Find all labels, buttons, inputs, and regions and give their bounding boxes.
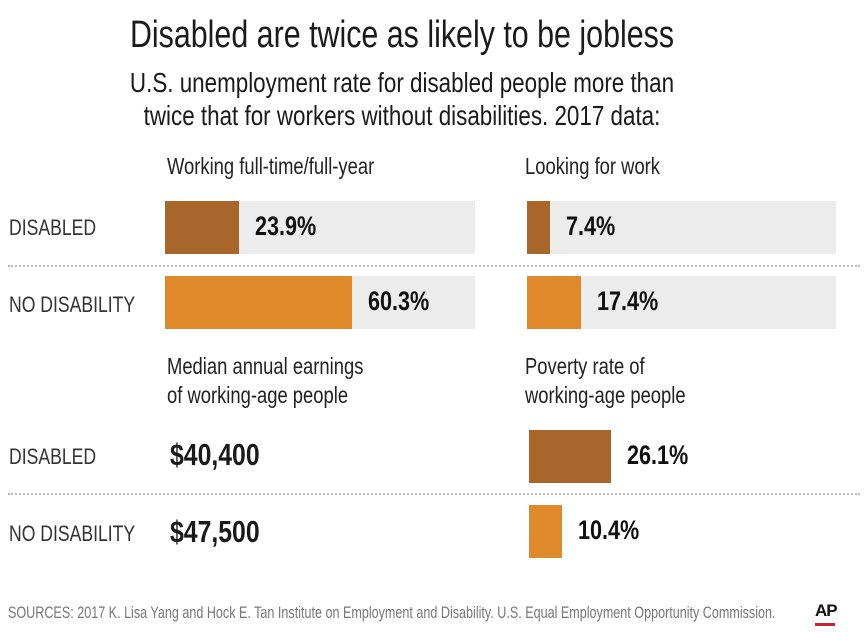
bar-disabled: [165, 201, 240, 254]
panel-title-median-earnings: Median annual earnings of working-age pe…: [167, 353, 364, 408]
chart-subtitle: U.S. unemployment rate for disabled peop…: [129, 67, 675, 131]
bar-track: [527, 201, 836, 254]
bar-value-label: 10.4%: [577, 515, 639, 545]
bar-value-label: 26.1%: [626, 440, 689, 470]
panel-title-full-time: Working full-time/full-year: [167, 153, 375, 179]
panel-title-looking-for-work: Looking for work: [525, 153, 660, 179]
earnings-no-disability: $47,500: [170, 514, 260, 549]
row-label-no-disability: NO DISABILITY: [9, 521, 136, 546]
bar-value-label: 60.3%: [367, 286, 430, 316]
panel-title-poverty-rate: Poverty rate of working-age people: [525, 353, 686, 408]
earnings-disabled: $40,400: [170, 437, 260, 472]
ap-logo: AP: [815, 601, 838, 620]
bar-disabled: [527, 201, 550, 254]
bar-value-label: 23.9%: [255, 211, 317, 241]
bar-value-label: 7.4%: [565, 211, 616, 241]
bar-no-disability: [529, 505, 562, 558]
row-label-no-disability: NO DISABILITY: [9, 292, 136, 317]
row-label-disabled: DISABLED: [9, 215, 97, 240]
bar-no-disability: [527, 276, 581, 329]
bar-disabled: [529, 430, 611, 483]
source-note: SOURCES: 2017 K. Lisa Yang and Hock E. T…: [8, 603, 776, 622]
bar-value-label: 17.4%: [596, 286, 659, 316]
row-separator: [8, 493, 860, 495]
chart-title: Disabled are twice as likely to be joble…: [129, 14, 675, 56]
row-label-disabled: DISABLED: [9, 444, 97, 469]
row-separator: [8, 265, 860, 267]
ap-logo-underline: [815, 623, 835, 626]
bar-no-disability: [165, 276, 352, 329]
